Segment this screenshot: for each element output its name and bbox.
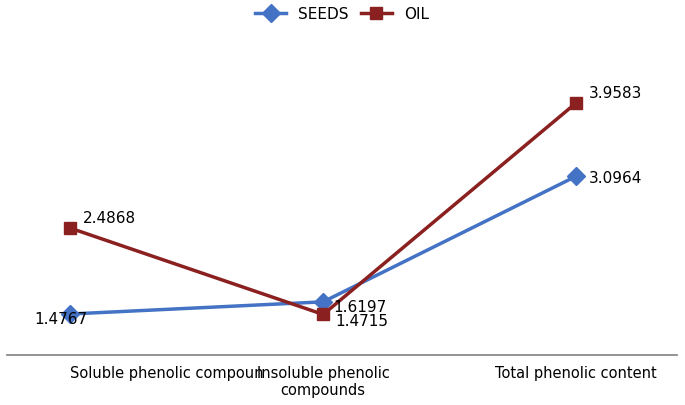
Line: OIL: OIL — [64, 97, 582, 321]
SEEDS — [572, 174, 580, 179]
Legend: SEEDS, OIL: SEEDS, OIL — [256, 6, 429, 21]
SEEDS — [66, 311, 74, 316]
Text: 1.4767: 1.4767 — [35, 312, 88, 327]
Line: SEEDS: SEEDS — [64, 170, 582, 320]
OIL — [319, 312, 327, 317]
Text: 2.4868: 2.4868 — [83, 211, 136, 226]
Text: 1.6197: 1.6197 — [334, 300, 386, 315]
SEEDS — [319, 299, 327, 304]
Text: 3.0964: 3.0964 — [589, 171, 642, 186]
Text: 3.9583: 3.9583 — [589, 86, 642, 101]
Text: 1.4715: 1.4715 — [336, 314, 389, 329]
OIL — [66, 226, 74, 230]
OIL — [572, 100, 580, 105]
